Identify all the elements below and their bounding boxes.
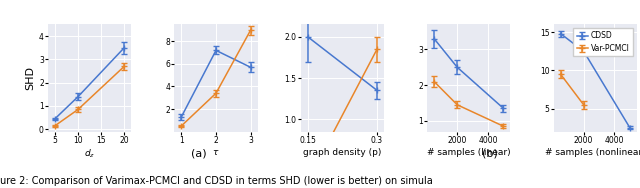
Y-axis label: SHD: SHD	[25, 66, 35, 90]
X-axis label: $d_z$: $d_z$	[84, 148, 95, 160]
X-axis label: # samples (nonlinear): # samples (nonlinear)	[545, 148, 640, 157]
Text: (a): (a)	[191, 148, 206, 158]
Legend: CDSD, Var-PCMCI: CDSD, Var-PCMCI	[573, 28, 633, 56]
Text: ure 2: Comparison of Varimax-PCMCI and CDSD in terms SHD (lower is better) on si: ure 2: Comparison of Varimax-PCMCI and C…	[0, 176, 433, 186]
X-axis label: graph density (p): graph density (p)	[303, 148, 381, 157]
X-axis label: # samples (linear): # samples (linear)	[427, 148, 511, 157]
X-axis label: $\tau$: $\tau$	[212, 148, 220, 157]
Text: (b): (b)	[482, 148, 497, 158]
